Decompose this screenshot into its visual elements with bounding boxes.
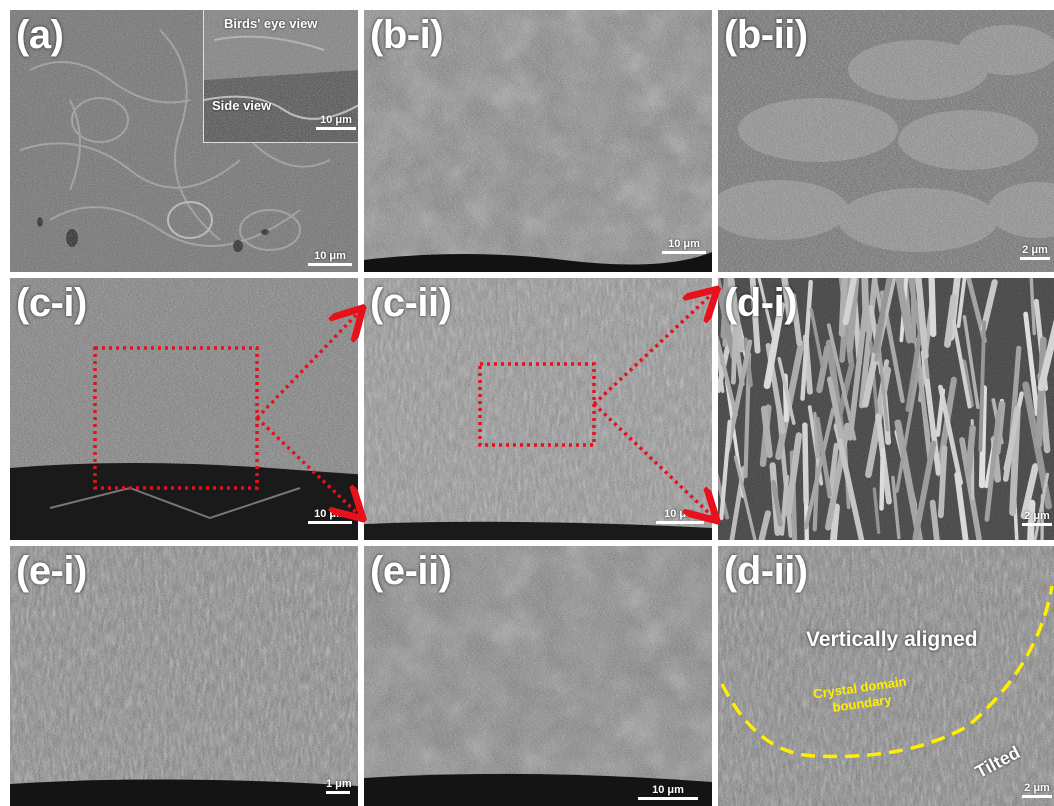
scale-bar: 2 μm	[1022, 510, 1052, 526]
scale-bar: 10 μm	[638, 784, 698, 800]
scale-bar: 10 μm	[656, 508, 704, 524]
scale-bar: 2 μm	[1020, 244, 1050, 260]
panel-label: (d-i)	[724, 281, 798, 325]
sem-image-tilted-rods	[10, 546, 358, 806]
inset-top-label: Birds' eye view	[224, 16, 318, 31]
inset-scale-bar: 10 μm	[316, 114, 356, 130]
panel-d-i: (d-i) 2 μm	[718, 278, 1054, 540]
scale-bar: 2 μm	[1022, 782, 1052, 798]
panel-label: (e-i)	[16, 549, 87, 593]
panel-label: (a)	[16, 13, 64, 57]
inset-side-label: Side view	[212, 98, 272, 113]
scale-bar: 10 μm	[308, 508, 352, 524]
panel-label: (b-ii)	[724, 13, 808, 57]
crystal-domain-boundary-line	[720, 585, 1054, 759]
panel-c-ii: (c-ii) 10 μm	[364, 278, 712, 540]
panel-label: (c-ii)	[370, 281, 452, 325]
inset-image: Birds' eye view Side view 10 μm	[203, 10, 358, 143]
sem-image-rod-film	[364, 546, 712, 806]
sem-image-nanorods-zoom	[718, 278, 1054, 540]
panel-e-ii: (e-ii) 10 μm	[364, 546, 712, 806]
scale-bar: 10 μm	[308, 250, 352, 266]
sem-image-film	[364, 10, 712, 272]
panel-c-i: (c-i) 10 μm	[10, 278, 358, 540]
panel-label: (d-ii)	[724, 549, 808, 593]
panel-d-ii: (d-ii) Vertically aligned Crystal domain…	[718, 546, 1054, 806]
sem-image-domains	[718, 10, 1054, 272]
panel-b-ii: (b-ii) 2 μm	[718, 10, 1054, 272]
vertically-aligned-label: Vertically aligned	[806, 628, 978, 651]
panel-label: (b-i)	[370, 13, 444, 57]
panel-label: (c-i)	[16, 281, 87, 325]
sem-image-domain-boundary	[718, 546, 1054, 806]
panel-a: Birds' eye view Side view 10 μm (a) 10 μ…	[10, 10, 358, 272]
panel-b-i: (b-i) 10 μm	[364, 10, 712, 272]
scale-bar: 10 μm	[662, 238, 706, 254]
panel-e-i: (e-i) 1 μm	[10, 546, 358, 806]
panel-label: (e-ii)	[370, 549, 452, 593]
scale-bar: 1 μm	[326, 778, 352, 794]
